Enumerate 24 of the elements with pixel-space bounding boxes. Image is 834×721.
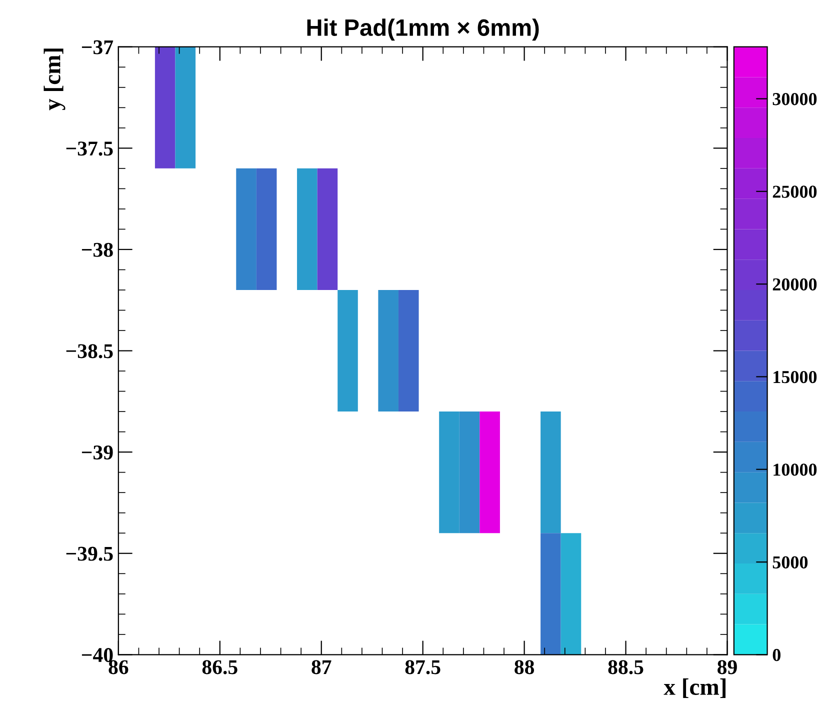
y-axis-title: y [cm] (44, 48, 66, 110)
color-bar-label: 30000 (772, 93, 817, 106)
color-bar-label: 15000 (774, 370, 817, 384)
y-tick-label: −37 (82, 40, 114, 54)
color-bar-label: 0 (772, 648, 780, 662)
y-tick-label: −39.5 (66, 546, 113, 561)
y-tick-label: −38 (82, 242, 113, 257)
x-tick-label: 89 (718, 660, 737, 674)
chart-title: Hit Pad(1mm × 6mm) (307, 18, 539, 41)
x-tick-label: 86 (108, 660, 128, 674)
color-bar-label: 20000 (772, 278, 817, 290)
color-bar-label: 10000 (774, 464, 817, 476)
color-bar-label: 25000 (772, 186, 817, 198)
y-tick-label: −37.5 (66, 142, 113, 156)
y-tick-label: −40 (82, 648, 113, 662)
x-tick-label: 86.5 (202, 660, 238, 674)
x-tick-label: 88 (514, 660, 534, 674)
y-tick-label: −38.5 (66, 344, 113, 358)
y-tick-label: −39 (82, 446, 113, 460)
x-tick-label: 87.5 (405, 660, 440, 674)
x-tick-label: 88.5 (608, 660, 644, 674)
x-axis-title: x [cm] (664, 678, 726, 698)
x-tick-label: 87 (312, 660, 332, 674)
color-bar-label: 5000 (772, 556, 808, 568)
